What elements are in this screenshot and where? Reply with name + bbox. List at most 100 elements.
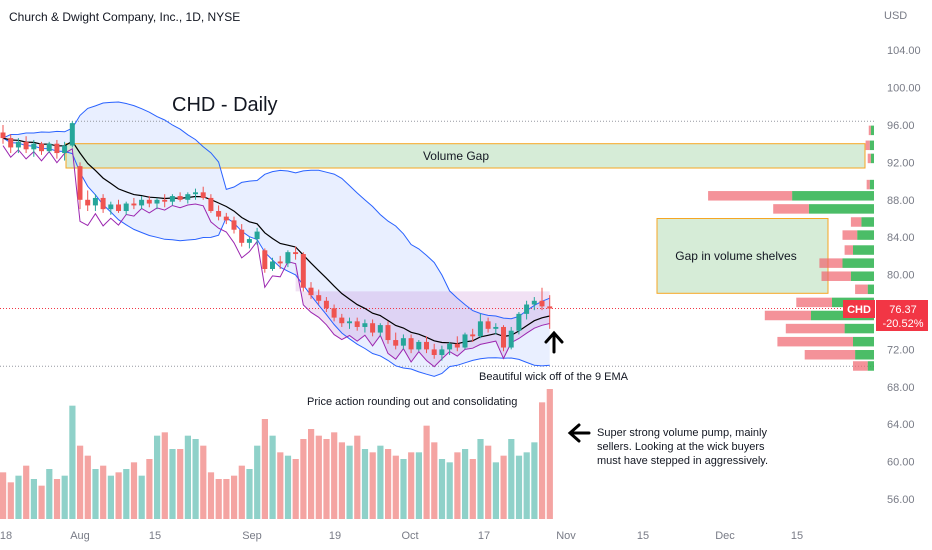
- volume-bar: [30, 479, 37, 519]
- candle: [524, 300, 530, 320]
- candle: [200, 186, 206, 200]
- volume-bar: [7, 482, 14, 519]
- candle-body: [270, 261, 275, 269]
- candle: [462, 332, 468, 350]
- candle: [316, 289, 322, 305]
- volume-bar: [154, 435, 161, 519]
- time-tick: Sep: [242, 530, 262, 542]
- candle: [92, 194, 98, 212]
- candle-body: [54, 143, 60, 154]
- price-tick: 88.00: [887, 195, 915, 207]
- candles: [0, 121, 553, 361]
- candle: [162, 194, 168, 208]
- time-tick: Oct: [401, 530, 418, 542]
- candle: [131, 197, 137, 210]
- time-tick: 15: [637, 530, 649, 542]
- candle-body: [15, 141, 21, 148]
- candle: [408, 334, 414, 354]
- candle-body: [524, 304, 530, 314]
- candle-body: [431, 349, 437, 356]
- candle-body: [485, 321, 491, 329]
- candle: [116, 199, 121, 213]
- volume-bar: [377, 445, 384, 519]
- candle-body: [285, 252, 291, 264]
- candle-body: [85, 199, 91, 206]
- volume-profile-sell: [796, 297, 832, 308]
- candle-body: [300, 254, 306, 288]
- volume-bar: [315, 435, 322, 519]
- volume-profile-buy: [870, 153, 874, 164]
- volume-bar: [431, 442, 438, 519]
- candle-body: [123, 203, 129, 212]
- time-tick: 15: [791, 530, 803, 542]
- volume-profile-sell: [773, 204, 809, 214]
- volume-bar: [338, 442, 345, 519]
- candle-body: [108, 204, 114, 210]
- volume-bar: [61, 475, 68, 519]
- candle: [262, 248, 268, 273]
- candle-body: [370, 323, 376, 333]
- volume-profile-buy: [853, 245, 874, 255]
- candle: [277, 255, 283, 269]
- candle: [293, 246, 299, 260]
- price-axis[interactable]: 104.00 100.00 96.00 92.00 88.00 84.00 80.00 76.…: [887, 45, 921, 506]
- candle: [15, 138, 21, 154]
- candle: [431, 343, 437, 359]
- candle-body: [447, 343, 453, 350]
- candle: [246, 237, 252, 249]
- candle: [285, 250, 291, 268]
- volume-bar: [46, 469, 53, 519]
- volume-profile-sell: [844, 245, 853, 255]
- candle-body: [169, 196, 175, 202]
- candle-body: [23, 141, 29, 150]
- price-tick: 68.00: [887, 382, 915, 394]
- candle: [8, 134, 14, 154]
- candle-body: [46, 143, 52, 152]
- candle: [69, 121, 75, 148]
- candle-body: [362, 323, 368, 327]
- price-tick: 92.00: [887, 157, 915, 169]
- candle-body: [547, 306, 553, 309]
- time-tick: 19: [329, 530, 341, 542]
- price-badge: CHD 76.37 -20.52%: [843, 300, 928, 331]
- volume-profile-sell: [867, 153, 871, 164]
- volume-profile-buy: [869, 140, 874, 151]
- volume-bar: [261, 419, 268, 519]
- volume-bar: [200, 445, 207, 519]
- time-axis[interactable]: 18 Aug 15 Sep 19 Oct 17 Nov 15 Dec 15: [0, 530, 803, 542]
- bollinger-lower-line: [2, 137, 550, 377]
- price-tick: 104.00: [887, 45, 921, 57]
- volume-note-line-1: Super strong volume pump, mainly: [597, 427, 767, 439]
- candle: [31, 139, 37, 157]
- time-tick: Dec: [715, 530, 735, 542]
- volume-bar: [369, 452, 376, 519]
- volume-profile-buy: [808, 204, 874, 214]
- candle-body: [385, 325, 391, 341]
- candle: [501, 325, 506, 352]
- candle-body: [39, 143, 44, 152]
- candle: [208, 194, 214, 213]
- time-tick: 15: [149, 530, 161, 542]
- candle: [270, 257, 275, 271]
- candle-body: [69, 123, 75, 146]
- candle: [393, 332, 399, 350]
- candle: [447, 341, 453, 356]
- candle-body: [77, 166, 83, 200]
- volume-bar: [169, 449, 176, 519]
- volume-bar: [215, 479, 222, 519]
- volume-profile-buy: [842, 258, 874, 268]
- candle-body: [92, 197, 98, 206]
- candle: [139, 196, 145, 210]
- volume-note-line-3: must have stepped in aggressively.: [597, 455, 768, 467]
- candle: [477, 313, 483, 339]
- candle: [331, 304, 337, 322]
- volume-profile-buy: [869, 179, 874, 190]
- volume-bar: [130, 462, 138, 519]
- candle-body: [254, 231, 260, 240]
- candle-body: [354, 321, 360, 327]
- candle-body: [393, 340, 399, 346]
- candle: [400, 334, 406, 350]
- candle: [454, 336, 460, 352]
- price-tick: 60.00: [887, 457, 915, 469]
